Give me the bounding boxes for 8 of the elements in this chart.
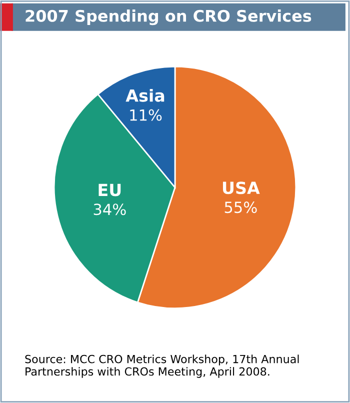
slice-label: EU [98, 184, 121, 196]
slice-label: USA [222, 182, 260, 194]
data-label: 55% [224, 202, 257, 214]
data-label: 11% [130, 109, 162, 121]
slice-label: Asia [126, 88, 164, 102]
data-label: 34% [94, 204, 126, 216]
chart-title: 2007 Spending on CRO Services [26, 10, 312, 26]
source-note: Source: MCC CRO Metrics Workshop, 17th Annual Partnerships with CROs Meeting, April 2008. [25, 354, 299, 378]
